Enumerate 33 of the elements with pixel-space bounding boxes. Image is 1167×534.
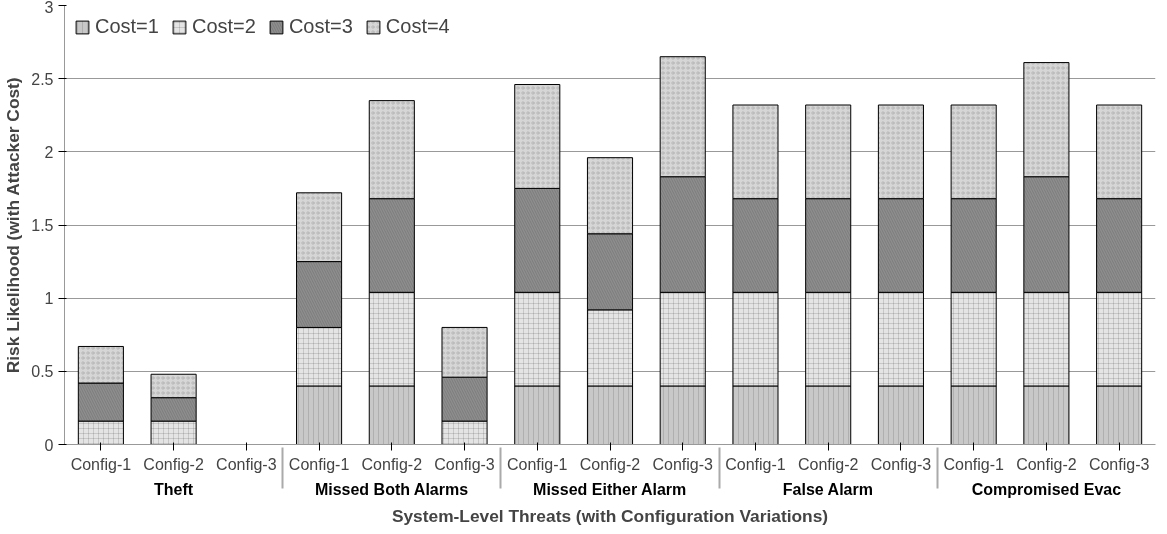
x-tick-label: Config-1 <box>507 455 568 473</box>
x-tick-label: Config-3 <box>434 455 495 473</box>
x-tick-label: Config-1 <box>70 455 132 473</box>
legend-label: Cost=2 <box>191 15 256 38</box>
x-tick-label: Config-1 <box>943 455 1005 473</box>
x-tick-label: Config-3 <box>870 455 932 473</box>
y-tick-label: 2 <box>44 143 54 161</box>
legend-label: Cost=1 <box>95 15 159 38</box>
legend-label: Cost=3 <box>288 15 353 38</box>
legend-label: Cost=4 <box>385 15 450 38</box>
y-tick-label: 1 <box>44 290 54 308</box>
y-tick-label: 3 <box>44 0 54 16</box>
text: Theft <box>154 480 194 498</box>
y-tick-label: 1.5 <box>31 217 54 234</box>
x-tick-label: Config-2 <box>361 455 423 473</box>
x-tick-label: Config-2 <box>579 455 641 473</box>
x-tick-label: Config-3 <box>1088 455 1150 473</box>
text: False Alarm <box>782 480 873 498</box>
x-tick-label: Config-2 <box>1016 455 1077 473</box>
text: Missed Either Alarm <box>533 480 687 498</box>
text: Missed Both Alarms <box>314 480 469 498</box>
y-tick-label: 0.5 <box>31 363 54 381</box>
x-tick-label: Config-3 <box>216 455 277 473</box>
y-tick-label: 2.5 <box>31 70 54 88</box>
x-tick-label: Config-2 <box>143 455 204 473</box>
x-axis-title: System-Level Threats (with Configuration Variations) <box>391 505 829 526</box>
y-tick-label: 0 <box>44 436 54 454</box>
x-tick-label: Config-2 <box>797 455 859 473</box>
x-tick-label: Config-3 <box>652 455 714 473</box>
x-tick-label: Config-1 <box>288 455 350 473</box>
text: Compromised Evac <box>971 480 1122 498</box>
x-tick-label: Config-1 <box>725 455 786 473</box>
y-axis-title: Risk Likelihood (with Attacker Cost) <box>3 77 24 374</box>
